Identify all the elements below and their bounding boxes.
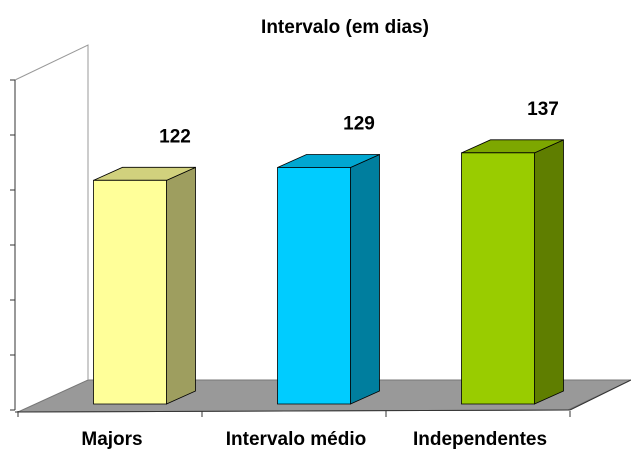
bar-side <box>534 139 564 405</box>
bar-front <box>93 179 167 405</box>
bar-side <box>350 153 380 405</box>
bar-front <box>277 167 351 405</box>
chart-title: Intervalo (em dias) <box>261 17 429 38</box>
x-axis <box>14 409 571 413</box>
value-label: 122 <box>159 126 191 147</box>
bar <box>277 153 380 405</box>
floor-edge <box>569 379 631 411</box>
bar-side <box>166 166 196 405</box>
value-label: 137 <box>527 99 559 120</box>
bar <box>461 139 564 405</box>
x-tick-label: Independentes <box>413 429 547 450</box>
value-label: 129 <box>343 114 375 135</box>
x-tick-label: Intervalo médio <box>226 429 366 450</box>
bar <box>93 166 196 405</box>
back-wall <box>14 44 89 380</box>
x-tick-label: Majors <box>81 429 142 450</box>
bar-front <box>461 152 535 405</box>
